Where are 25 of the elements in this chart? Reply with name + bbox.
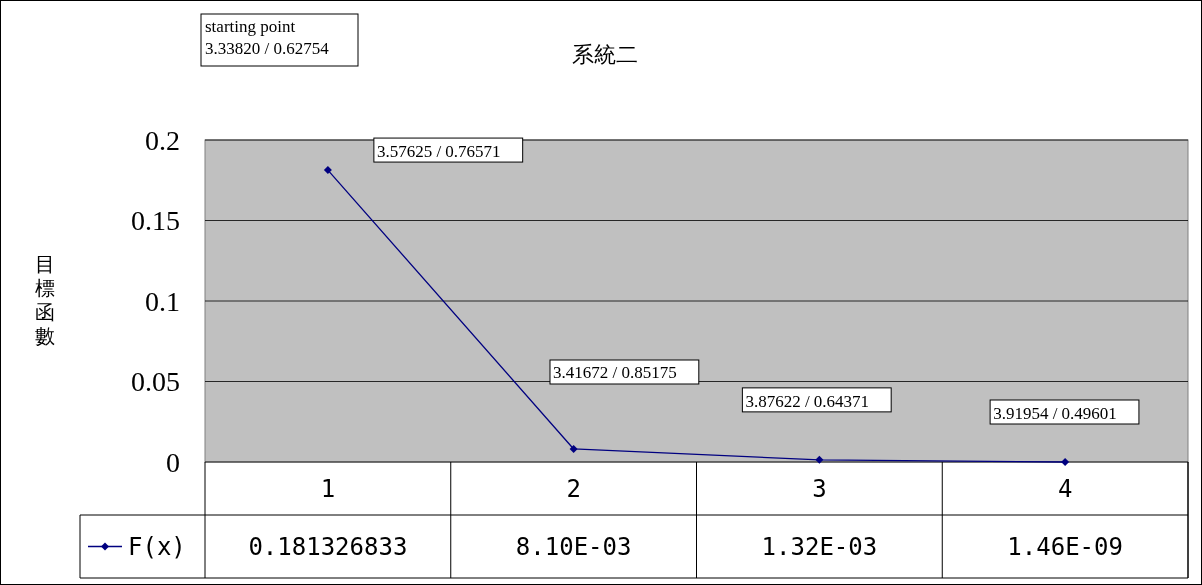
y-tick-label: 0.05 [131,366,180,398]
chart-title: 系統二 [572,42,638,67]
data-label: 1.46E-09 [1007,532,1123,561]
point [1061,458,1070,466]
point [815,455,824,464]
data-label: 0.181326833 [248,532,408,561]
annotation: 3.87622 / 0.64371 [745,391,870,411]
x-tick-label: 3 [812,474,827,503]
point [569,444,578,453]
data-label: 1.32E-03 [761,532,878,561]
x-tick-label: 4 [1057,474,1073,503]
y-tick-label: 0.15 [131,205,180,237]
legend-label: F(x) [128,532,186,561]
y-tick-label: 0 [166,446,180,478]
x-tick-label: 1 [320,474,336,503]
point [323,166,332,175]
x-tick-label: 2 [566,474,581,503]
y-tick-label: 0.1 [145,285,180,317]
annotation: 3.57625 / 0.76571 [376,142,501,162]
y-tick-label: 0.2 [145,124,180,156]
text: starting point 3.33820 / 0.62754 [205,17,330,58]
y-axis-title: 目標函數 [35,252,55,348]
annotation: 3.91954 / 0.49601 [993,403,1117,423]
data-label: 8.10E-03 [515,532,632,561]
annotation: 3.41672 / 0.85175 [553,362,677,382]
